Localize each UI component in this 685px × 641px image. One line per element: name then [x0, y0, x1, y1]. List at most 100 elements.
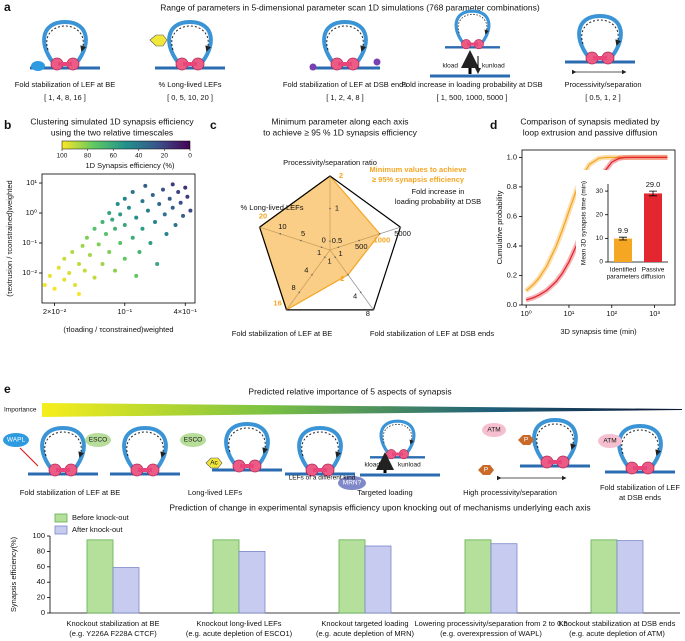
colorbar-tick-label: 80 [84, 153, 92, 160]
point [82, 268, 87, 273]
dsb-end [373, 58, 381, 66]
bar [644, 193, 662, 262]
y-axis-label: Mean 3D synapsis time (min) [581, 181, 588, 265]
x-tick-label: 4×10⁻¹ [174, 307, 198, 316]
point [155, 261, 160, 266]
legend-label: ≥ 95% synapsis efficiency [372, 175, 465, 184]
point [176, 190, 181, 195]
y-tick-label: 0.4 [507, 241, 517, 250]
x-tick-label: Identified [610, 267, 637, 274]
colorbar-label: 1D Synapsis efficiency (%) [85, 161, 175, 170]
aspect-label: at DSB ends [619, 493, 661, 502]
ac-hexagon [205, 457, 223, 469]
lef-cartoon [212, 424, 282, 472]
atm-oval [482, 423, 506, 437]
annotation: Ac [210, 460, 218, 467]
y-tick-label: 0.8 [507, 182, 517, 191]
x-tick-label: (e.g. acute depletion of MRN) [316, 629, 414, 638]
point [62, 256, 67, 261]
aspect-label: Fold stabilization of LEF [600, 483, 680, 492]
bar [616, 540, 644, 614]
point [143, 183, 148, 188]
chart-title: Prediction of change in experimental syn… [169, 502, 590, 512]
colorbar-tick-label: 20 [161, 153, 169, 160]
p-hexagon [518, 435, 534, 445]
importance-label: Importance [4, 407, 37, 414]
lef-cartoon [155, 22, 225, 70]
y-tick-label: 0 [41, 608, 45, 617]
point [113, 226, 118, 231]
y-tick-label: 1.0 [507, 152, 517, 161]
bar [338, 539, 366, 614]
radar-tick [300, 239, 302, 242]
lef-cartoon [605, 426, 675, 474]
y-tick-label: 40 [37, 577, 45, 586]
point [167, 196, 172, 201]
legend-label: Minimum values to achieve [369, 165, 466, 174]
point [107, 250, 112, 255]
annotation: LEFs of a different kind [289, 475, 356, 482]
bar [238, 551, 266, 614]
ctcf-blob [31, 61, 45, 71]
point [130, 190, 135, 195]
lef-cartoon [110, 428, 180, 476]
point [122, 256, 127, 261]
radar-axis-label: Processivity/separation ratio [283, 158, 377, 167]
x-tick-label: 10³ [649, 309, 660, 318]
point [113, 268, 118, 273]
point [148, 241, 153, 246]
radar-tick-label: 2 [339, 171, 343, 180]
annotation: WAPL [7, 437, 26, 444]
lef-cartoon [565, 16, 635, 64]
panel-letter: d [490, 118, 497, 132]
colorbar-tick-label: 100 [57, 153, 68, 160]
x-tick-label: (e.g. overexpression of WAPL) [440, 629, 542, 638]
radar-tick-label: 2 [340, 274, 344, 283]
y-tick-label: 0.6 [507, 211, 517, 220]
point [118, 241, 123, 246]
radar-tick [323, 256, 326, 258]
esco-oval [180, 433, 206, 447]
point [42, 282, 47, 287]
x-tick-label: Knockout long-lived LEFs [196, 619, 281, 628]
y-tick-label: 0 [599, 259, 603, 266]
radar-tick [378, 233, 381, 235]
wapl-oval [3, 433, 29, 447]
point [70, 250, 75, 255]
point [52, 286, 57, 291]
parameter-range: [ 0.5, 1, 2 ] [585, 93, 620, 102]
dsb-end [309, 63, 317, 71]
chart-title: Minimum parameter along each axis [271, 116, 408, 126]
x-tick-label: Passive [642, 267, 665, 274]
bar [86, 539, 114, 614]
radar-tick-label: 5 [301, 229, 305, 238]
point [84, 235, 89, 240]
bar [490, 543, 518, 614]
y-axis-label: Cumulative probability [495, 190, 504, 264]
parameter-range: [ 1, 4, 8, 16 ] [44, 93, 86, 102]
x-tick-label: 10⁰ [520, 309, 531, 318]
y-tick-label: 10 [596, 235, 604, 242]
bar [364, 545, 392, 614]
radar-tick-label: 20 [259, 212, 267, 221]
parameter-range: [ 1, 2, 4, 8 ] [326, 93, 364, 102]
radar-tick [298, 291, 301, 294]
annotation: P [484, 467, 488, 474]
radar-tick-label: 4 [353, 291, 357, 300]
radar-outline [258, 175, 402, 311]
point [188, 208, 193, 213]
y-axis-label: Synapsis efficiency(%) [9, 536, 18, 612]
esco-oval [85, 433, 111, 447]
point [134, 273, 139, 278]
point [92, 275, 97, 280]
parameter-label: Fold stabilization of LEF at BE [15, 80, 115, 89]
point [164, 231, 169, 236]
x-tick-label: Knockout targeted loading [321, 619, 408, 628]
radar-tick-label: 1 [339, 249, 343, 258]
point [92, 226, 97, 231]
legend-swatch [54, 513, 68, 523]
colorbar [61, 140, 191, 150]
plot-frame [521, 149, 676, 306]
annotation: ATM [487, 427, 500, 434]
panel-title: Range of parameters in 5-dimensional par… [160, 2, 540, 12]
